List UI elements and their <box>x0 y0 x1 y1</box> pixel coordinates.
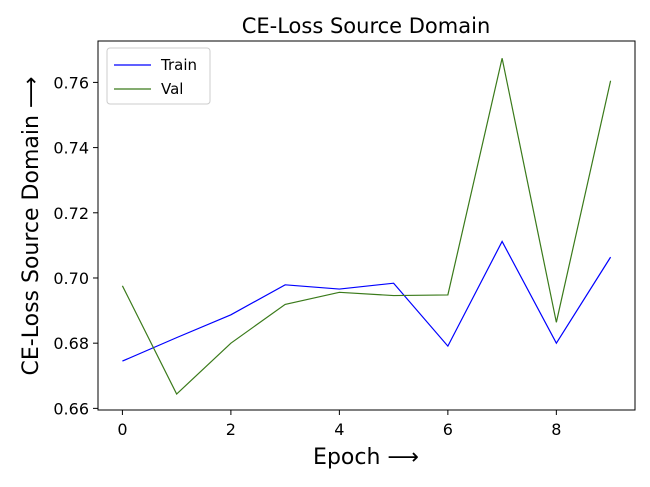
x-tick-label: 4 <box>334 420 344 439</box>
axes-frame <box>97 40 636 411</box>
y-tick-label: 0.66 <box>53 399 89 418</box>
series-line-train <box>122 240 612 362</box>
legend-label-train: Train <box>160 56 197 74</box>
legend: Train Val <box>106 47 211 105</box>
x-tick-label: 6 <box>443 420 453 439</box>
y-tick-label: 0.74 <box>53 139 89 158</box>
plot-area <box>97 40 636 411</box>
x-axis-label: Epoch ⟶ <box>313 445 419 470</box>
x-tick-label: 0 <box>117 420 127 439</box>
y-axis: 0.66 0.68 0.70 0.72 0.74 0.76 <box>53 73 98 418</box>
x-axis: 0 2 4 6 8 <box>117 410 561 439</box>
x-tick-label: 2 <box>226 420 236 439</box>
chart-title: CE-Loss Source Domain <box>242 14 491 38</box>
series-line-val <box>121 58 612 396</box>
y-tick-label: 0.76 <box>53 73 89 92</box>
legend-box <box>106 47 211 105</box>
y-axis-label: CE-Loss Source Domain ⟶ <box>19 77 44 376</box>
series-lines <box>121 58 612 396</box>
y-tick-label: 0.68 <box>53 334 89 353</box>
legend-label-val: Val <box>161 80 183 98</box>
y-tick-label: 0.70 <box>53 269 89 288</box>
y-tick-label: 0.72 <box>53 204 89 223</box>
x-tick-label: 8 <box>551 420 561 439</box>
